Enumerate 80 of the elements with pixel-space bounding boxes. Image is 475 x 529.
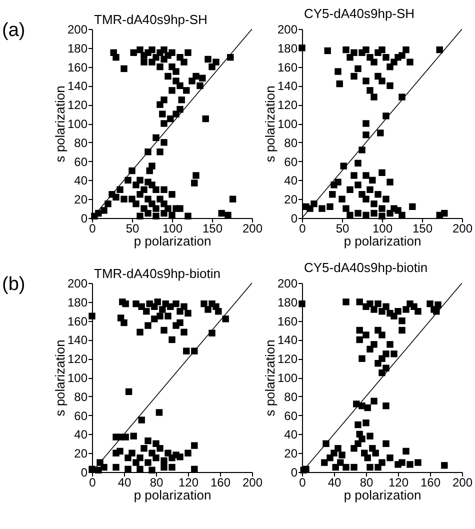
x-axis-title: p polarization [134,234,212,248]
y-axis-title: s polarization [262,86,278,162]
y-axis-title: s polarization [262,340,278,416]
y-tick-label: 100 [277,371,298,385]
y-tick-label: 80 [284,390,298,404]
x-tick-label: 0 [299,476,306,490]
y-tick-label: 20 [284,192,298,207]
x-tick-label: 160 [420,476,441,490]
x-tick-label: 80 [150,476,164,490]
y-tick-label: 200 [67,22,88,36]
y-tick-label: 140 [67,79,88,94]
x-tick-label: 0 [89,222,96,236]
y-tick-label: 200 [277,276,298,290]
y-tick-label: 0 [290,466,298,480]
y-tick-label: 180 [277,295,298,310]
x-tick-label: 0 [89,476,96,490]
y-tick-label: 40 [74,428,88,442]
x-tick-label: 200 [452,222,473,236]
x-tick-label: 50 [336,222,350,236]
x-axis-title: p polarization [344,234,422,248]
y-tick-label: 140 [277,333,298,348]
y-tick-label: 40 [284,174,298,188]
text: (a) [2,20,26,41]
y-tick-label: 120 [67,98,88,112]
y-tick-label: 180 [67,295,88,310]
x-tick-label: 160 [210,476,231,490]
y-tick-label: 200 [67,276,88,290]
y-tick-label: 160 [67,60,88,74]
y-tick-label: 20 [284,446,298,461]
chart-title: TMR-dA40s9hp-SH [94,12,208,27]
y-tick-label: 100 [67,117,88,131]
y-tick-label: 160 [277,314,298,328]
chart-title: CY5-dA40s9hp-SH [304,6,415,21]
y-tick-label: 120 [67,352,88,366]
chart-title: CY5-dA40s9hp-biotin [304,260,428,275]
y-tick-label: 120 [277,352,298,366]
x-tick-label: 40 [328,476,342,490]
x-tick-label: 120 [388,476,409,490]
x-tick-label: 200 [452,476,473,490]
y-tick-label: 60 [284,154,298,169]
y-tick-label: 60 [284,408,298,423]
x-tick-label: 0 [299,222,306,236]
y-tick-label: 100 [67,371,88,385]
y-tick-label: 100 [277,117,298,131]
y-axis-title: s polarization [52,86,68,162]
y-tick-label: 40 [74,174,88,188]
y-tick-label: 60 [74,408,88,423]
chart-title: TMR-dA40s9hp-biotin [94,266,220,281]
y-tick-label: 140 [67,333,88,348]
y-tick-label: 60 [74,154,88,169]
y-tick-label: 0 [80,212,88,226]
x-tick-label: 50 [126,222,140,236]
x-axis-title: p polarization [344,488,422,502]
y-tick-label: 180 [277,41,298,56]
x-tick-label: 150 [202,222,223,236]
y-tick-label: 180 [67,41,88,56]
y-tick-label: 80 [74,136,88,150]
x-tick-label: 100 [162,222,183,236]
y-tick-label: 160 [277,60,298,74]
y-tick-label: 20 [74,446,88,461]
y-tick-label: 20 [74,192,88,207]
y-tick-label: 40 [284,428,298,442]
x-tick-label: 150 [412,222,433,236]
y-tick-label: 80 [74,390,88,404]
y-tick-label: 200 [277,22,298,36]
y-tick-label: 160 [67,314,88,328]
text: (b) [2,274,26,295]
x-tick-label: 120 [178,476,199,490]
x-tick-label: 200 [242,476,263,490]
y-tick-label: 120 [277,98,298,112]
y-tick-label: 0 [290,212,298,226]
x-axis-title: p polarization [134,488,212,502]
y-axis-title: s polarization [52,340,68,416]
y-tick-label: 0 [80,466,88,480]
x-tick-label: 100 [372,222,393,236]
x-tick-label: 40 [118,476,132,490]
y-tick-label: 140 [277,79,298,94]
y-tick-label: 80 [284,136,298,150]
x-tick-label: 200 [242,222,263,236]
x-tick-label: 80 [360,476,374,490]
